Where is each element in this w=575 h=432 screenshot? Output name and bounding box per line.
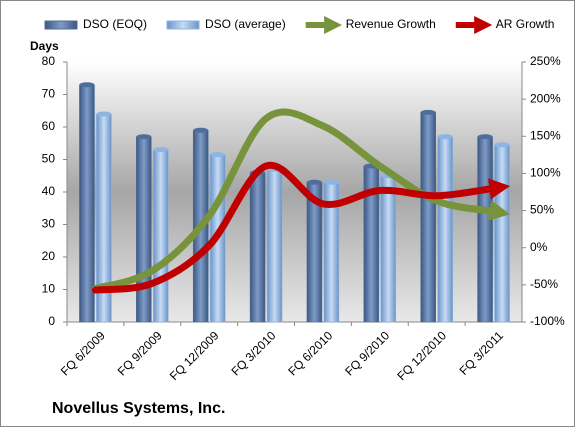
bar xyxy=(380,175,397,323)
bar xyxy=(136,136,152,323)
legend-label: Revenue Growth xyxy=(346,17,436,31)
y-tick-label: 30 xyxy=(42,217,56,231)
y-tick-label: 20 xyxy=(42,249,56,263)
bar-top xyxy=(210,152,226,158)
y-tick-label: 10 xyxy=(42,282,56,296)
legend-label: DSO (EOQ) xyxy=(83,17,147,31)
y-axis-label: Days xyxy=(30,39,59,53)
y-tick-label: 70 xyxy=(42,87,56,101)
line xyxy=(91,161,511,294)
bar xyxy=(420,112,436,323)
bar-top xyxy=(153,147,169,153)
bar xyxy=(494,144,510,323)
chart-title: Novellus Systems, Inc. xyxy=(52,400,225,417)
legend-swatch xyxy=(44,20,78,30)
bar-top xyxy=(420,109,436,115)
bar xyxy=(266,169,283,323)
legend-label: AR Growth xyxy=(496,17,555,31)
bar-top xyxy=(494,142,510,148)
bar xyxy=(477,136,493,323)
y2-tick-label: 100% xyxy=(530,166,561,180)
y-tick-label: 40 xyxy=(42,184,56,198)
y2-tick-label: -100% xyxy=(530,314,565,328)
y2-tick-label: -50% xyxy=(530,277,558,291)
y2-tick-label: 150% xyxy=(530,128,561,142)
bar xyxy=(249,172,266,323)
bar xyxy=(79,84,95,323)
y2-tick-label: 250% xyxy=(530,54,561,68)
y2-tick-label: 0% xyxy=(530,240,548,254)
bar-top xyxy=(79,82,95,88)
bar-top xyxy=(306,179,322,185)
y2-tick-label: 200% xyxy=(530,91,561,105)
bar-top xyxy=(477,134,493,140)
y-tick-label: 0 xyxy=(48,314,55,328)
bar-top xyxy=(136,134,152,140)
bar-top xyxy=(323,179,339,185)
y2-tick-label: 50% xyxy=(530,203,554,217)
legend-swatch xyxy=(166,20,200,30)
y-tick-label: 60 xyxy=(42,119,56,133)
bar-top xyxy=(437,134,453,140)
bar xyxy=(153,149,169,323)
bar xyxy=(437,136,453,323)
legend-label: DSO (average) xyxy=(205,17,286,31)
y-tick-label: 80 xyxy=(42,54,56,68)
bar-top xyxy=(193,127,209,133)
y-tick-label: 50 xyxy=(42,152,56,166)
bar-top xyxy=(96,111,112,117)
